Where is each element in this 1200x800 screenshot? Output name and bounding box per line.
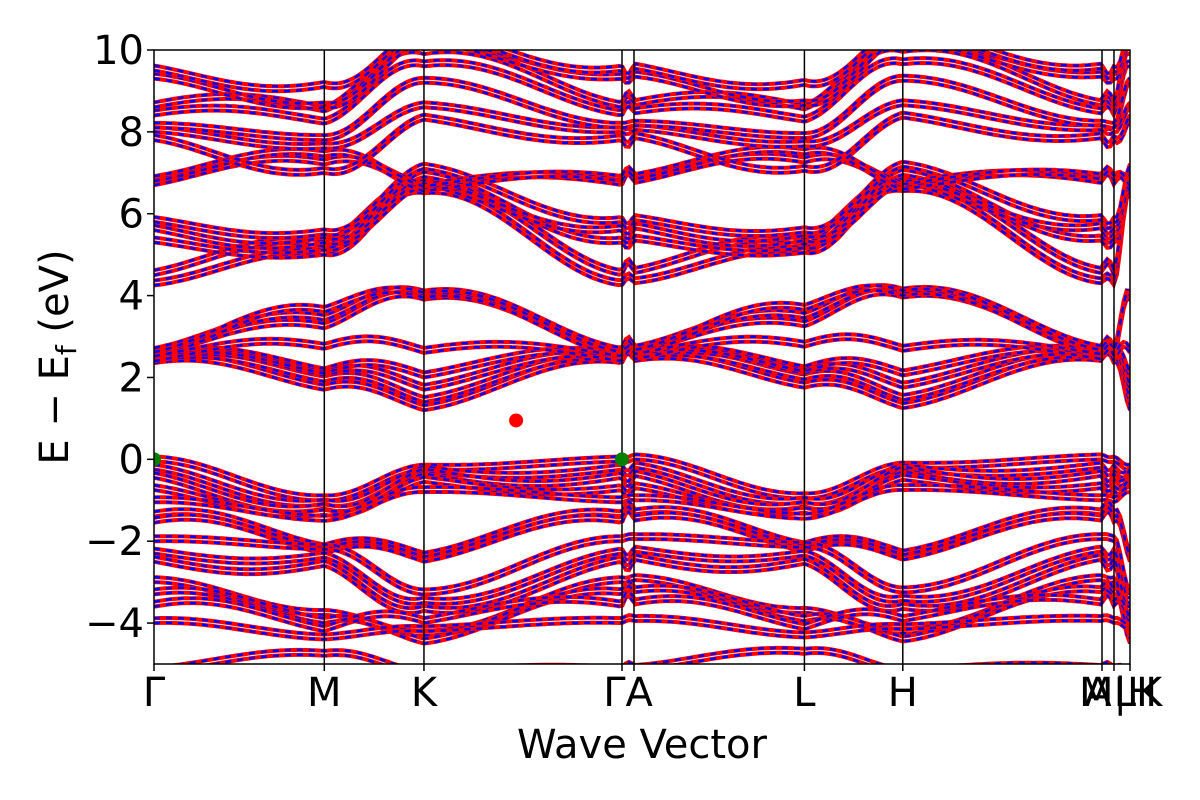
band-line-spin-down <box>154 284 1130 355</box>
band-line-spin-down <box>154 532 1130 591</box>
band-line-spin-down <box>154 150 1130 193</box>
band-line-spin-down <box>154 553 1130 610</box>
band-line-spin-up <box>154 78 1130 143</box>
band-line-spin-up <box>201 650 872 664</box>
band-line-spin-up <box>154 56 1130 121</box>
x-tick-label: H <box>888 670 918 716</box>
band-line-spin-down <box>154 283 1130 351</box>
y-tick-label: 10 <box>93 28 144 74</box>
x-axis-ticks: Γ M K ΓA L H AM|HLK <box>143 664 1164 716</box>
band-line-spin-down <box>154 453 1130 497</box>
x-tick-label: Γ <box>143 670 166 716</box>
band-line-spin-down <box>154 168 1130 254</box>
cbm-marker <box>509 413 524 428</box>
band-line-spin-down <box>154 189 1130 288</box>
plot-frame <box>153 49 1131 665</box>
band-line-spin-up <box>167 645 1124 664</box>
band-line-spin-up <box>154 73 1130 138</box>
x-axis-title: Wave Vector <box>517 722 768 768</box>
y-tick-label: −4 <box>85 601 144 647</box>
y-tick-label: 2 <box>119 355 144 401</box>
band-line-spin-down <box>154 116 1130 177</box>
band-line-spin-down <box>154 289 1130 360</box>
band-line-spin-down <box>154 461 1130 503</box>
y-axis-title-subscript: f <box>50 344 83 355</box>
x-tick-label: LK <box>1114 670 1164 716</box>
vbm-marker <box>614 452 629 467</box>
y-tick-label: 0 <box>119 437 144 483</box>
band-line-spin-down <box>154 333 1130 359</box>
band-line-spin-up <box>154 350 1130 413</box>
band-line-spin-down <box>154 184 1130 279</box>
band-line-spin-up <box>154 503 1130 559</box>
band-line-spin-up <box>154 50 1128 106</box>
band-line-spin-down <box>154 184 1130 283</box>
band-line-spin-down <box>154 465 1130 508</box>
y-axis-title-unit: (eV) <box>32 249 78 345</box>
band-line-spin-down <box>154 165 1130 240</box>
x-tick-label: L <box>793 670 816 716</box>
band-line-spin-down <box>154 588 1130 628</box>
band-line-spin-down <box>154 181 1130 250</box>
band-line-spin-down <box>154 337 1130 364</box>
y-axis-ticks: −4 −2 0 2 4 6 8 10 <box>85 28 154 647</box>
band-edge-markers <box>154 413 629 467</box>
x-tick-label: A <box>1084 670 1112 716</box>
band-line-spin-down <box>154 348 1130 404</box>
band-line-spin-down <box>154 111 1130 172</box>
band-line-spin-down <box>154 545 1130 601</box>
y-axis-title: E − Ef (eV) <box>32 249 83 464</box>
band-line-spin-up <box>154 50 1126 89</box>
band-line-spin-up <box>154 103 1130 151</box>
band-line-spin-down <box>154 473 1130 514</box>
x-tick-label: M|H <box>1079 670 1157 716</box>
band-line-spin-down <box>154 618 1130 641</box>
band-line-spin-down <box>154 344 1130 399</box>
band-line-spin-down <box>154 488 1130 522</box>
band-line-spin-down <box>154 179 1130 274</box>
band-line-spin-down <box>154 593 1130 633</box>
band-line-spin-down <box>154 145 1130 188</box>
band-line-spin-down <box>154 613 1130 636</box>
y-tick-label: 8 <box>119 110 144 156</box>
y-tick-label: 4 <box>119 274 144 320</box>
band-line-spin-down <box>154 579 1130 640</box>
band-line-spin-down <box>154 50 1130 113</box>
vbm-marker <box>154 452 161 467</box>
band-line-spin-down <box>154 483 1130 518</box>
band-line-spin-down <box>154 558 1130 615</box>
band-line-spin-down <box>154 537 1130 596</box>
y-tick-label: 6 <box>119 192 144 238</box>
band-line-spin-down <box>154 584 1130 645</box>
x-tick-label: M <box>307 670 342 716</box>
band-line-spin-down <box>154 550 1130 606</box>
high-symmetry-lines <box>323 50 1115 664</box>
y-tick-label: −2 <box>85 519 144 565</box>
x-tick-label: K <box>411 670 439 716</box>
band-line-spin-up <box>154 60 1130 126</box>
band-line-spin-down <box>154 177 1130 245</box>
band-lines <box>154 50 1130 664</box>
band-line-spin-down <box>154 160 1130 235</box>
band-line-spin-up <box>154 50 1127 94</box>
y-axis-title-main: E − E <box>32 355 78 465</box>
band-line-spin-down <box>154 50 1128 110</box>
band-line-spin-up <box>154 618 1130 642</box>
x-tick-label: ΓA <box>603 670 653 716</box>
